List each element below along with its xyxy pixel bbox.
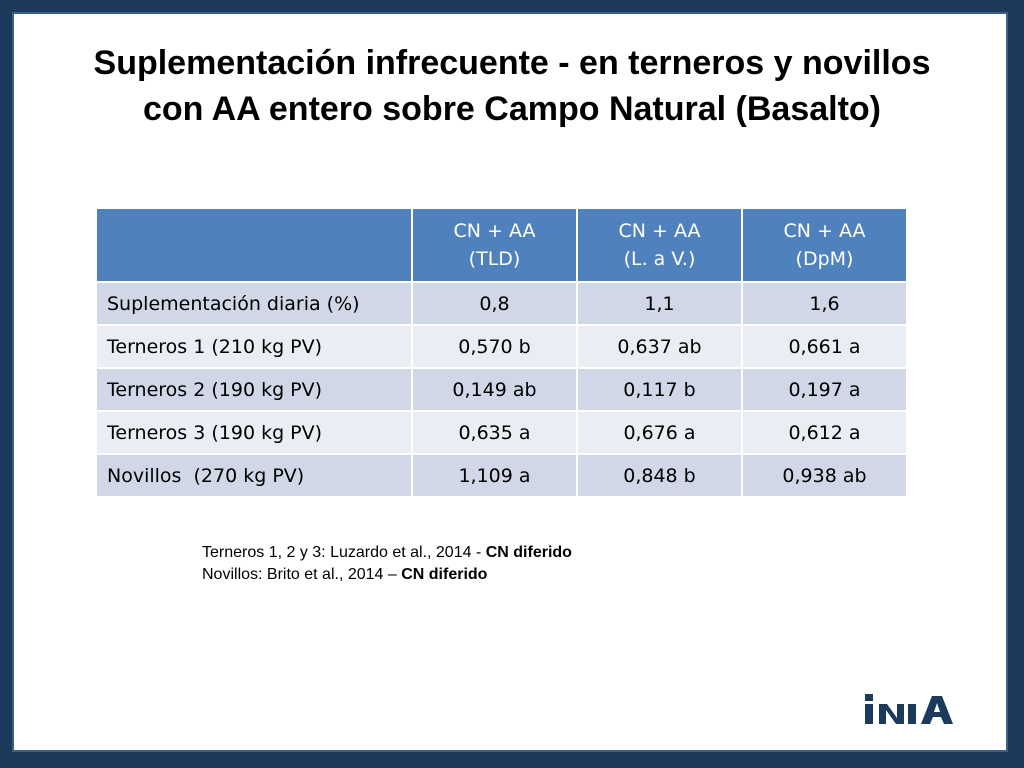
table-row: Terneros 1 (210 kg PV) 0,570 b 0,637 ab …: [97, 326, 906, 367]
table-cell: 0,661 a: [743, 326, 906, 367]
table-row: Suplementación diaria (%) 0,8 1,1 1,6: [97, 283, 906, 324]
reference-1: Terneros 1, 2 y 3: Luzardo et al., 2014 …: [202, 542, 572, 564]
table-cell: 0,635 a: [413, 412, 576, 453]
header-cell-dpm: CN + AA (DpM): [743, 209, 906, 281]
table-row: Terneros 2 (190 kg PV) 0,149 ab 0,117 b …: [97, 369, 906, 410]
reference-2: Novillos: Brito et al., 2014 – CN diferi…: [202, 564, 572, 586]
table-cell: 0,570 b: [413, 326, 576, 367]
table-cell: 1,109 a: [413, 455, 576, 496]
references: Terneros 1, 2 y 3: Luzardo et al., 2014 …: [202, 542, 572, 586]
row-label: Suplementación diaria (%): [97, 283, 411, 324]
table-cell: 0,117 b: [578, 369, 741, 410]
table-cell: 0,8: [413, 283, 576, 324]
row-label: Terneros 2 (190 kg PV): [97, 369, 411, 410]
table-cell: 0,612 a: [743, 412, 906, 453]
reference-text: Terneros 1, 2 y 3: Luzardo et al., 2014 …: [202, 544, 486, 561]
header-line: CN + AA: [618, 220, 701, 242]
slide: Suplementación infrecuente - en terneros…: [12, 12, 1008, 752]
title-line-2: con AA entero sobre Campo Natural (Basal…: [142, 90, 882, 128]
header-cell-tld: CN + AA (TLD): [413, 209, 576, 281]
header-cell-lav: CN + AA (L. a V.): [578, 209, 741, 281]
row-label: Terneros 1 (210 kg PV): [97, 326, 411, 367]
header-line: (DpM): [795, 248, 854, 270]
slide-title: Suplementación infrecuente - en terneros…: [14, 40, 1010, 132]
table-row: Novillos (270 kg PV) 1,109 a 0,848 b 0,9…: [97, 455, 906, 496]
reference-bold: CN diferido: [401, 566, 488, 583]
table-cell: 1,6: [743, 283, 906, 324]
row-label: Terneros 3 (190 kg PV): [97, 412, 411, 453]
header-line: CN + AA: [453, 220, 536, 242]
table-cell: 0,149 ab: [413, 369, 576, 410]
reference-text: Novillos: Brito et al., 2014 –: [202, 566, 402, 583]
header-line: (L. a V.): [623, 248, 696, 270]
row-label: Novillos (270 kg PV): [97, 455, 411, 496]
table-cell: 0,848 b: [578, 455, 741, 496]
table-cell: 0,637 ab: [578, 326, 741, 367]
table-header-row: CN + AA (TLD) CN + AA (L. a V.) CN + AA …: [97, 209, 906, 281]
header-line: (TLD): [468, 248, 521, 270]
table-cell: 0,197 a: [743, 369, 906, 410]
table-cell: 1,1: [578, 283, 741, 324]
header-corner-cell: [97, 209, 411, 281]
table-cell: 0,676 a: [578, 412, 741, 453]
table-cell: 0,938 ab: [743, 455, 906, 496]
table-row: Terneros 3 (190 kg PV) 0,635 a 0,676 a 0…: [97, 412, 906, 453]
inia-logo: [865, 694, 953, 724]
title-line-1: Suplementación infrecuente - en terneros…: [93, 44, 931, 82]
results-table: CN + AA (TLD) CN + AA (L. a V.) CN + AA …: [95, 207, 908, 498]
header-line: CN + AA: [783, 220, 866, 242]
reference-bold: CN diferido: [485, 544, 572, 561]
